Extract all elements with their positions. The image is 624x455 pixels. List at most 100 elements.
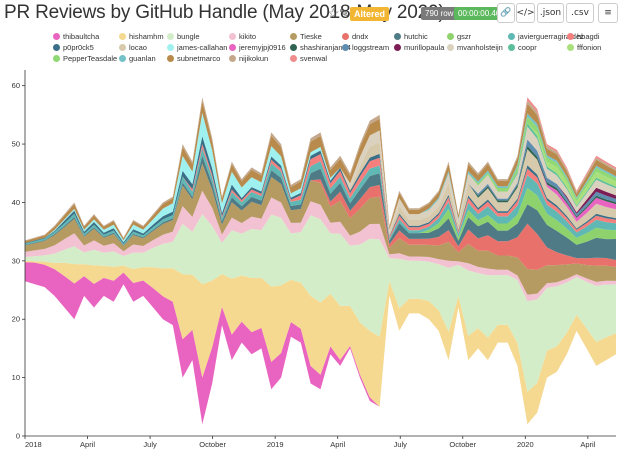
legend-label: PepperTeasdale: [63, 54, 118, 63]
legend-swatch: [229, 33, 236, 40]
stream-james-callahan: [25, 112, 616, 244]
x-tick-label: 2018: [25, 440, 42, 449]
legend-label: nijikokun: [239, 54, 269, 63]
y-tick-label: 10: [12, 373, 20, 382]
legend-swatch: [167, 44, 174, 51]
legend-item-svenwal[interactable]: svenwal: [290, 54, 327, 63]
legend-swatch: [567, 33, 574, 40]
legend-item-nijikokun[interactable]: nijikokun: [229, 54, 268, 63]
legend-swatch: [447, 44, 454, 51]
legend-swatch: [229, 55, 236, 62]
legend-item-loggstream[interactable]: loggstream: [342, 43, 389, 52]
legend-item-hbagdi[interactable]: hbagdi: [567, 32, 600, 41]
legend-label: james-callahan: [177, 43, 228, 52]
legend-swatch: [53, 33, 60, 40]
legend-label: bungle: [177, 32, 200, 41]
legend-item-fffonion[interactable]: fffonion: [567, 43, 601, 52]
legend-swatch: [119, 55, 126, 62]
legend-item-bungle[interactable]: bungle: [167, 32, 200, 41]
stream-areas: [25, 97, 616, 425]
y-tick-label: 60: [12, 81, 20, 90]
legend-label: hutchic: [404, 32, 428, 41]
legend-swatch: [290, 55, 297, 62]
x-tick-label: 2019: [267, 440, 284, 449]
legend-label: subnetmarco: [177, 54, 221, 63]
legend-item-guanlan[interactable]: guanlan: [119, 54, 156, 63]
legend-label: javierguerragiraldez: [518, 32, 584, 41]
embed-code-button[interactable]: </>: [516, 3, 535, 23]
legend-item-subnetmarco[interactable]: subnetmarco: [167, 54, 220, 63]
share-link-button[interactable]: 🔗: [497, 3, 515, 23]
legend-item-p0pr0ck5[interactable]: p0pr0ck5: [53, 43, 94, 52]
streamgraph-chart: 0 10 20 30 40 50 60 2018 April July October 2019 Apr…: [12, 70, 616, 449]
x-tick-label: July: [394, 440, 408, 449]
x-tick-label: 2020: [517, 440, 534, 449]
star-icon[interactable]: ☆: [327, 5, 340, 21]
stream-dndx: [25, 163, 616, 270]
legend-swatch: [119, 33, 126, 40]
legend-swatch: [508, 44, 515, 51]
legend-label: locao: [129, 43, 147, 52]
legend-swatch: [290, 44, 297, 51]
legend-item-PepperTeasdale[interactable]: PepperTeasdale: [53, 54, 117, 63]
stream-bungle: [25, 214, 616, 392]
legend-item-hutchic[interactable]: hutchic: [394, 32, 428, 41]
stream-Tieske: [25, 163, 616, 295]
y-tick-label: 0: [16, 432, 20, 441]
menu-button[interactable]: ≡: [598, 3, 618, 23]
stream-subnetmarco: [25, 101, 616, 243]
x-tick-label: October: [449, 440, 476, 449]
legend-item-dndx[interactable]: dndx: [342, 32, 368, 41]
legend-label: dndx: [352, 32, 369, 41]
stream-p0pr0ck5: [25, 136, 616, 244]
download-csv-button[interactable]: .csv: [566, 3, 594, 23]
chart-legend: thibaultcha hishamhm bungle kikito Tieske dnd…: [0, 30, 624, 66]
legend-label: jeremyjpj0916: [239, 43, 286, 52]
legend-label: kikito: [239, 32, 257, 41]
legend-item-locao[interactable]: locao: [119, 43, 147, 52]
json-label: .json: [539, 8, 562, 18]
legend-swatch: [229, 44, 236, 51]
row-count-badge: 790 rows: [421, 7, 462, 20]
csv-label: .csv: [571, 8, 589, 18]
altered-badge: Altered: [350, 7, 390, 21]
stream-nijikokun: [25, 97, 616, 242]
chart-title: PR Reviews by GitHub Handle (May 2018-Ma…: [4, 2, 445, 23]
chart-header: PR Reviews by GitHub Handle (May 2018-Ma…: [0, 0, 624, 30]
legend-label: fffonion: [577, 43, 602, 52]
legend-item-thibaultcha[interactable]: thibaultcha: [53, 32, 99, 41]
x-tick-label: April: [330, 440, 345, 449]
legend-label: thibaultcha: [63, 32, 100, 41]
legend-swatch: [290, 33, 297, 40]
legend-swatch: [53, 44, 60, 51]
legend-item-hishamhm[interactable]: hishamhm: [119, 32, 164, 41]
legend-item-coopr[interactable]: coopr: [508, 43, 537, 52]
legend-item-gszr[interactable]: gszr: [447, 32, 471, 41]
legend-item-murillopaula[interactable]: murillopaula: [394, 43, 444, 52]
legend-swatch: [567, 44, 574, 51]
legend-item-shashiranjan84[interactable]: shashiranjan84: [290, 43, 351, 52]
legend-swatch: [447, 33, 454, 40]
x-tick-label: October: [199, 440, 226, 449]
legend-swatch: [508, 33, 515, 40]
link-icon: 🔗: [500, 8, 512, 18]
edit-icon[interactable]: ✎: [339, 6, 350, 20]
legend-item-jeremyjpj0916[interactable]: jeremyjpj0916: [229, 43, 286, 52]
x-tick-label: April: [80, 440, 95, 449]
legend-item-kikito[interactable]: kikito: [229, 32, 256, 41]
legend-swatch: [167, 33, 174, 40]
legend-swatch: [119, 44, 126, 51]
legend-label: coopr: [518, 43, 537, 52]
legend-item-james-callahan[interactable]: james-callahan: [167, 43, 227, 52]
legend-swatch: [167, 55, 174, 62]
stream-hutchic: [25, 155, 616, 260]
legend-item-Tieske[interactable]: Tieske: [290, 32, 322, 41]
legend-item-javierguerragiraldez[interactable]: javierguerragiraldez: [508, 32, 584, 41]
legend-item-mvanholsteijn[interactable]: mvanholsteijn: [447, 43, 503, 52]
stream-hishamhm: [25, 260, 616, 425]
y-tick-label: 30: [12, 256, 20, 265]
legend-label: guanlan: [129, 54, 156, 63]
legend-swatch: [342, 44, 349, 51]
download-json-button[interactable]: .json: [537, 3, 564, 23]
legend-label: loggstream: [352, 43, 390, 52]
